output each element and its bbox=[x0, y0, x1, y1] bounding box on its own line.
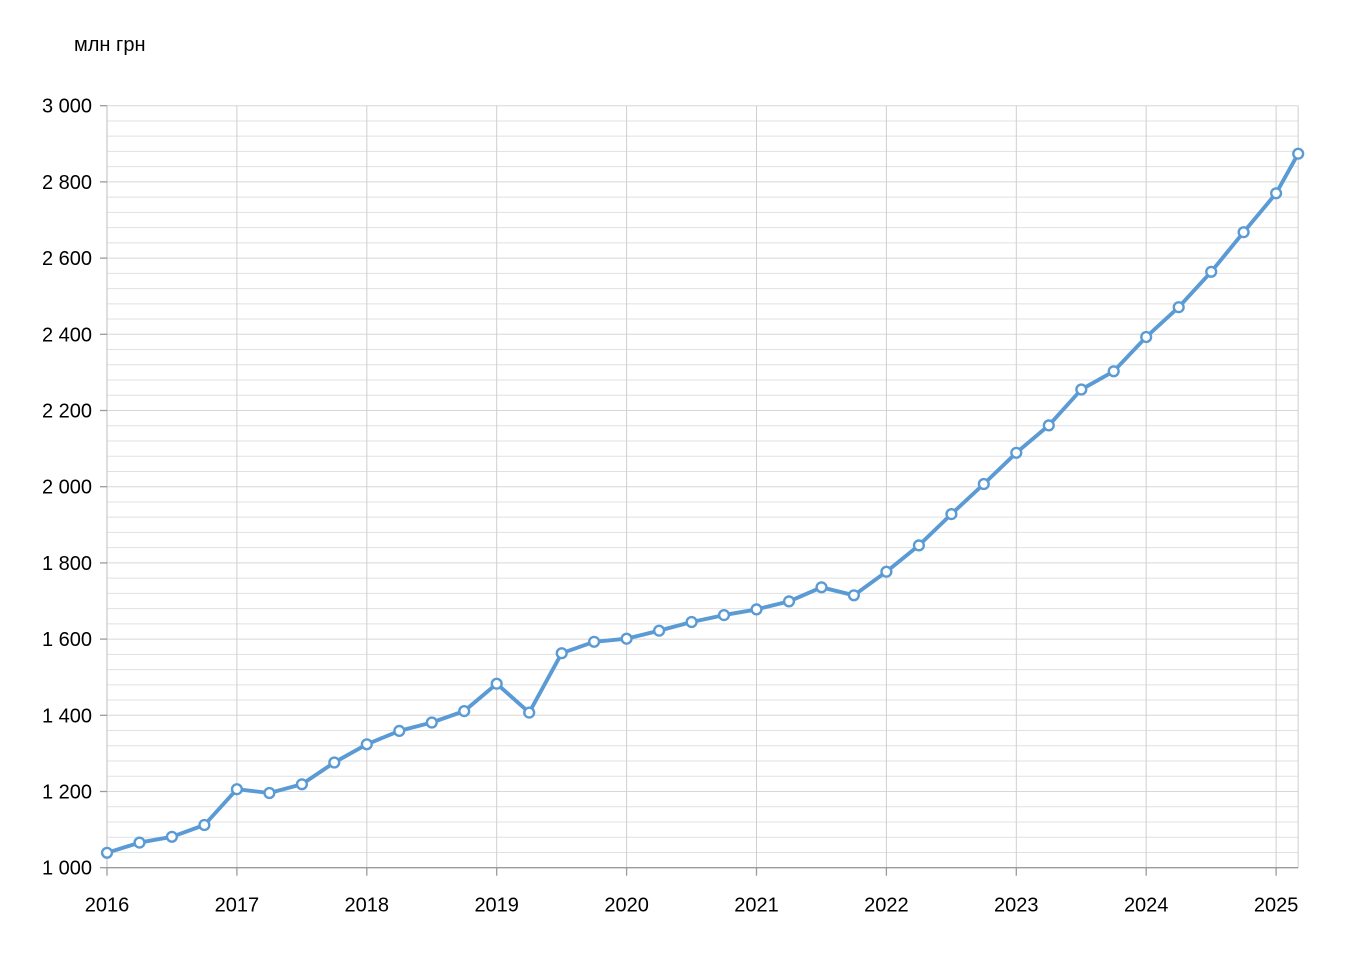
data-point-marker bbox=[587, 635, 601, 648]
data-point-marker bbox=[100, 846, 114, 859]
data-point-marker bbox=[198, 818, 211, 832]
data-point-marker bbox=[393, 724, 406, 738]
x-tick-label: 2019 bbox=[474, 895, 519, 917]
data-point-marker bbox=[263, 786, 276, 800]
data-point-marker bbox=[685, 615, 698, 629]
x-tick-label: 2025 bbox=[1254, 895, 1299, 917]
x-tick-label: 2021 bbox=[734, 895, 779, 917]
x-tick-label: 2023 bbox=[994, 895, 1039, 917]
data-point-marker bbox=[1010, 446, 1023, 459]
data-point-marker bbox=[1292, 147, 1305, 160]
data-point-marker bbox=[1269, 187, 1283, 200]
y-tick-label: 1 800 bbox=[42, 553, 92, 575]
data-point-marker bbox=[1237, 226, 1250, 239]
data-point-marker bbox=[912, 539, 926, 552]
data-point-marker bbox=[230, 783, 244, 796]
data-point-marker bbox=[782, 595, 796, 608]
data-point-marker bbox=[165, 830, 179, 843]
data-point-marker bbox=[620, 632, 633, 645]
data-point-marker bbox=[945, 507, 958, 521]
data-point-marker bbox=[652, 624, 666, 637]
data-point-marker bbox=[1075, 383, 1088, 396]
data-point-marker bbox=[458, 704, 471, 718]
x-tick-label: 2018 bbox=[345, 895, 390, 917]
data-point-marker bbox=[555, 647, 568, 660]
data-point-marker bbox=[880, 565, 893, 578]
data-point-marker bbox=[328, 756, 341, 769]
x-tick-label: 2017 bbox=[215, 895, 260, 917]
series-line bbox=[105, 151, 1301, 855]
data-point-marker bbox=[295, 778, 309, 791]
data-point-marker bbox=[490, 677, 503, 690]
x-tick-label: 2024 bbox=[1124, 895, 1169, 917]
y-tick-label: 1 400 bbox=[42, 705, 92, 727]
y-tick-label: 2 200 bbox=[42, 401, 92, 423]
data-point-marker bbox=[360, 738, 373, 751]
x-tick-label: 2016 bbox=[85, 895, 130, 917]
data-point-marker bbox=[425, 716, 438, 729]
data-point-marker bbox=[1140, 330, 1153, 344]
data-point-marker bbox=[1172, 301, 1185, 314]
data-point-marker bbox=[815, 581, 828, 594]
y-tick-label: 1 200 bbox=[42, 782, 92, 804]
y-tick-label: 1 600 bbox=[42, 629, 92, 651]
y-tick-label: 3 000 bbox=[42, 96, 92, 118]
data-point-marker bbox=[977, 477, 990, 491]
y-tick-label: 2 600 bbox=[42, 248, 92, 270]
data-point-marker bbox=[750, 603, 763, 616]
x-tick-label: 2022 bbox=[864, 895, 909, 917]
data-point-marker bbox=[847, 589, 861, 602]
data-point-marker bbox=[1107, 365, 1120, 378]
y-tick-label: 1 000 bbox=[42, 858, 92, 880]
data-point-marker bbox=[133, 836, 146, 849]
y-tick-label: 2 000 bbox=[42, 477, 92, 499]
data-point-marker bbox=[1042, 419, 1055, 432]
y-tick-label: 2 800 bbox=[42, 172, 92, 194]
data-point-marker bbox=[1205, 265, 1218, 278]
y-axis-unit-label: млн грн bbox=[74, 34, 146, 56]
data-point-marker bbox=[523, 706, 536, 719]
y-tick-label: 2 400 bbox=[42, 324, 92, 346]
data-point-marker bbox=[717, 608, 731, 622]
x-tick-label: 2020 bbox=[604, 895, 649, 917]
